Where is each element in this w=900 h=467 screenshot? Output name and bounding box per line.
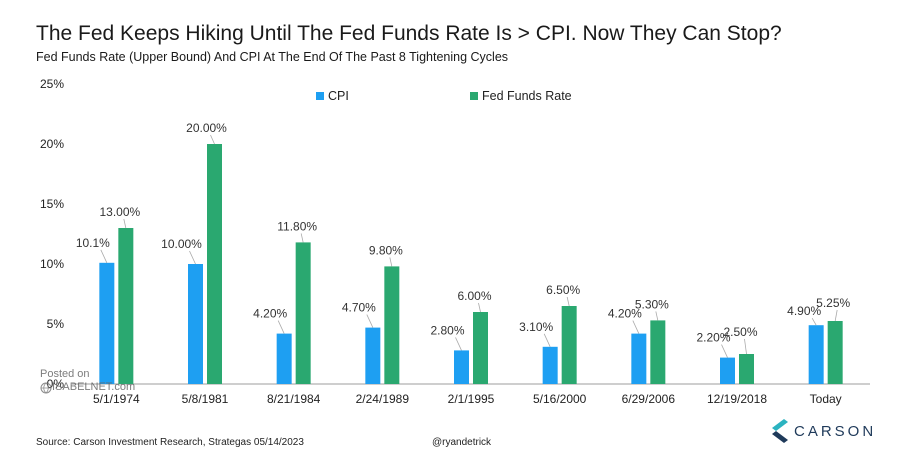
cpi-data-label: 10.00%	[161, 237, 202, 251]
data-label-leader	[455, 337, 462, 351]
data-label-leader	[100, 249, 108, 263]
legend-swatch-cpi	[316, 92, 324, 100]
cpi-bar	[99, 262, 115, 384]
carson-logo: CARSON	[770, 418, 876, 444]
y-tick-label: 15%	[40, 197, 64, 211]
legend-swatch-ffr	[470, 92, 478, 100]
logo-text: CARSON	[794, 422, 877, 440]
data-label-leader	[655, 311, 659, 321]
x-tick-label: 8/21/1984	[267, 392, 321, 406]
data-label-leader	[543, 333, 551, 347]
data-label-leader	[277, 320, 285, 334]
x-tick-label: Today	[810, 392, 842, 406]
data-label-leader	[123, 218, 127, 229]
data-label-leader	[811, 318, 817, 326]
ffr-data-label: 6.00%	[457, 289, 491, 303]
cpi-data-label: 4.70%	[342, 301, 376, 315]
ffr-bar	[207, 144, 222, 384]
watermark-line1: Posted on	[40, 368, 90, 380]
data-label-leader	[189, 250, 196, 265]
cpi-bar	[188, 264, 203, 384]
cpi-data-label: 4.90%	[787, 304, 821, 318]
cpi-data-label: 3.10%	[519, 320, 553, 334]
cpi-data-label: 4.20%	[253, 307, 287, 321]
x-tick-label: 6/29/2006	[622, 392, 676, 406]
data-label-leader	[210, 134, 215, 145]
data-label-leader	[478, 302, 481, 313]
cpi-data-label: 2.20%	[696, 331, 730, 345]
data-label-leader	[366, 314, 374, 328]
data-label-leader	[834, 309, 838, 322]
ffr-bar	[561, 306, 577, 384]
ffr-bar	[118, 228, 134, 384]
x-tick-label: 2/1/1995	[448, 392, 495, 406]
cpi-bar	[276, 333, 292, 384]
legend-label-ffr: Fed Funds Rate	[482, 89, 572, 103]
cpi-data-label: 2.80%	[430, 323, 464, 337]
ffr-bar	[739, 354, 754, 384]
ffr-bar	[827, 321, 843, 384]
watermark: Posted on ISABELNET.com	[40, 368, 135, 394]
ffr-data-label: 20.00%	[186, 121, 227, 135]
ffr-data-label: 5.30%	[635, 297, 669, 311]
data-label-leader	[566, 296, 570, 307]
author-handle: @ryandetrick	[432, 437, 492, 448]
cpi-bar	[808, 325, 824, 384]
data-label-leader	[300, 233, 304, 243]
ffr-data-label: 13.00%	[99, 205, 140, 219]
y-tick-label: 5%	[47, 317, 65, 331]
x-tick-label: 2/24/1989	[356, 392, 410, 406]
source-note: Source: Carson Investment Research, Stra…	[36, 437, 304, 448]
x-tick-label: 12/19/2018	[707, 392, 767, 406]
cpi-bar	[542, 346, 558, 384]
watermark-globe-icon	[40, 382, 52, 393]
ffr-bar	[384, 266, 400, 384]
data-label-leader	[632, 320, 640, 334]
cpi-bar	[365, 327, 381, 384]
x-tick-label: 5/8/1981	[182, 392, 229, 406]
ffr-bar	[295, 242, 311, 384]
cpi-data-label: 4.20%	[608, 307, 642, 321]
x-tick-label: 5/1/1974	[93, 392, 140, 406]
x-tick-label: 5/16/2000	[533, 392, 587, 406]
ffr-bar	[473, 312, 488, 384]
ffr-data-label: 2.50%	[723, 325, 757, 339]
cpi-bar	[454, 350, 469, 384]
ffr-data-label: 6.50%	[546, 283, 580, 297]
data-label-leader	[721, 344, 728, 358]
y-tick-label: 25%	[40, 77, 64, 91]
ffr-data-label: 9.80%	[369, 243, 403, 257]
ffr-data-label: 5.25%	[816, 296, 850, 310]
cpi-bar	[631, 333, 647, 384]
ffr-bar	[650, 320, 666, 384]
chart-subtitle: Fed Funds Rate (Upper Bound) And CPI At …	[36, 50, 509, 64]
ffr-data-label: 11.80%	[277, 219, 317, 233]
legend-label-cpi: CPI	[328, 89, 349, 103]
cpi-bar	[720, 357, 735, 384]
chart-title: The Fed Keeps Hiking Until The Fed Funds…	[36, 22, 782, 45]
data-label-leader	[744, 338, 747, 355]
watermark-line2: ISABELNET.com	[52, 381, 136, 393]
cpi-data-label: 10.1%	[76, 236, 110, 250]
data-label-leader	[389, 257, 393, 267]
y-tick-label: 10%	[40, 257, 64, 271]
y-tick-label: 20%	[40, 137, 64, 151]
carson-chevron-icon	[772, 419, 788, 443]
